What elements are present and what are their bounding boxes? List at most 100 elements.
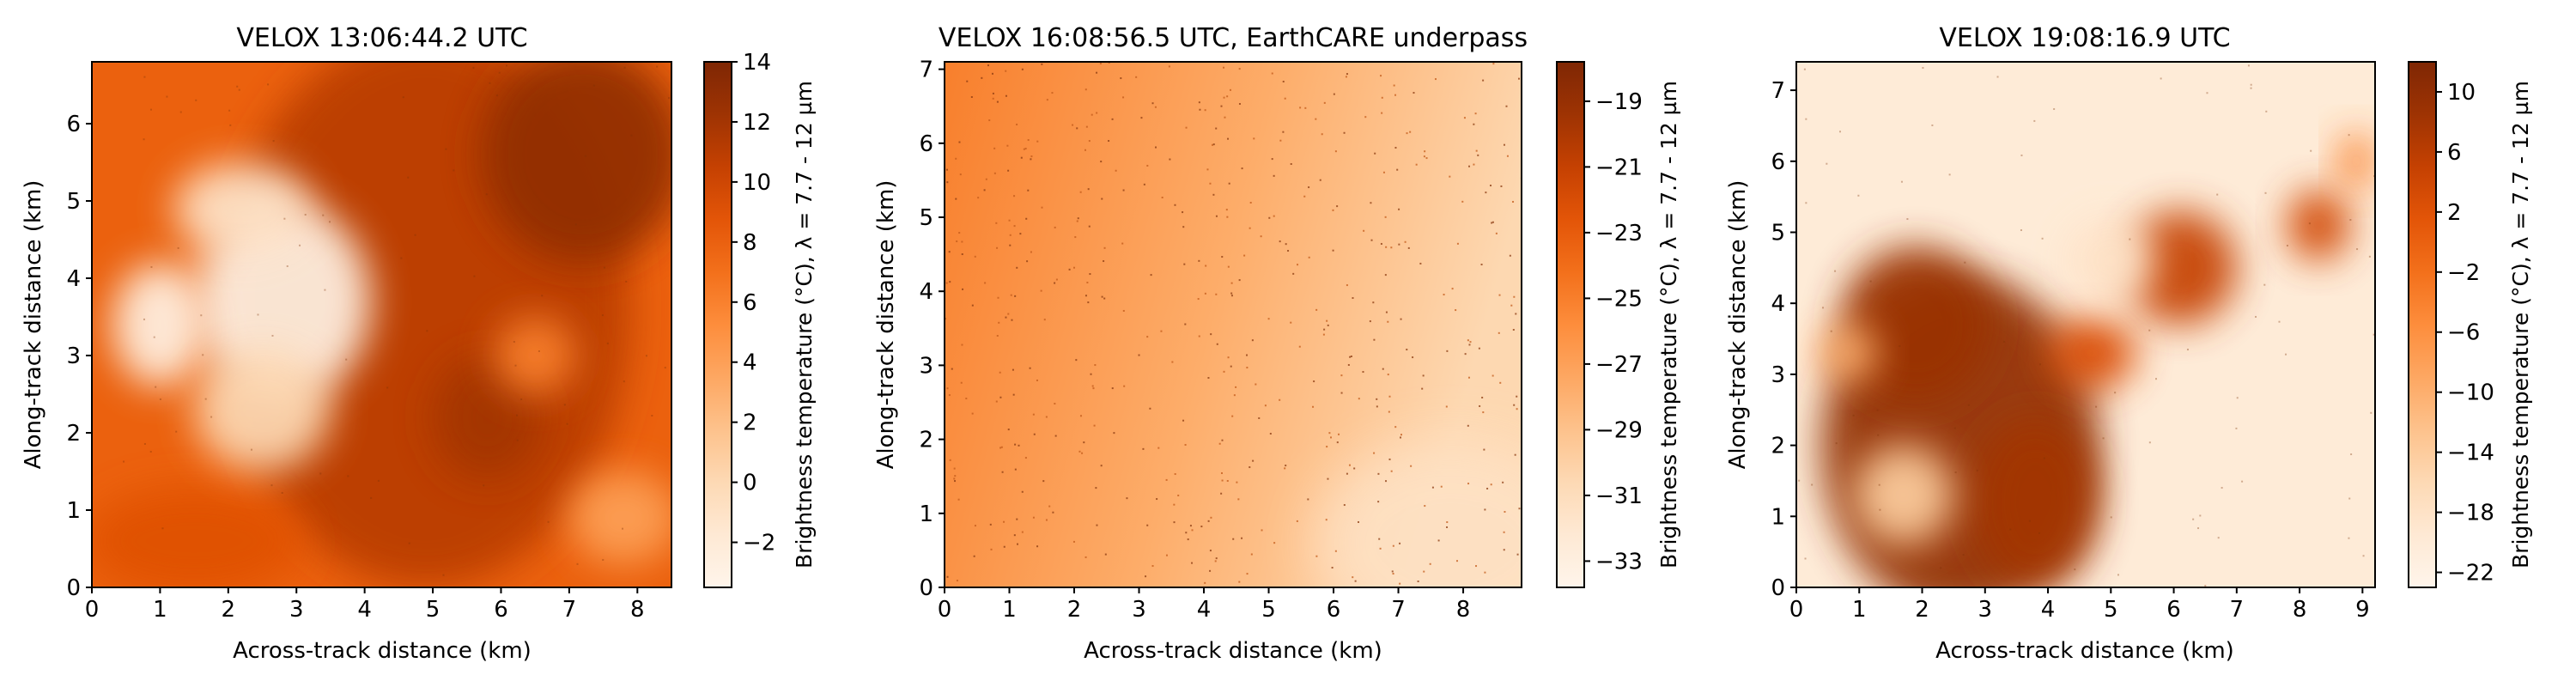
noise-speck [1502, 481, 1504, 483]
noise-speck [1054, 226, 1056, 228]
noise-speck [1434, 78, 1437, 81]
noise-speck [960, 381, 963, 384]
y-tick-label: 4 [919, 279, 933, 305]
noise-speck [992, 97, 994, 100]
noise-speck [1455, 560, 1458, 562]
noise-speck [1443, 294, 1445, 296]
noise-speck [1173, 503, 1176, 506]
noise-speck [1369, 320, 1371, 323]
noise-speck [1021, 68, 1024, 70]
x-tick-label: 4 [357, 597, 372, 623]
x-tick-label: 0 [1789, 597, 1804, 623]
noise-speck [1104, 553, 1107, 556]
noise-speck [1834, 270, 1837, 272]
colorbar-tick-label: −21 [1595, 155, 1643, 180]
noise-speck [997, 296, 999, 299]
noise-speck [1315, 118, 1317, 120]
noise-speck [1474, 112, 1477, 115]
x-tick-label: 6 [494, 597, 508, 623]
noise-speck [1516, 553, 1519, 556]
noise-speck [1221, 439, 1224, 441]
noise-speck [2264, 192, 2267, 194]
noise-speck [1255, 383, 1257, 386]
noise-speck [1025, 217, 1028, 220]
noise-speck [1126, 497, 1128, 500]
noise-speck [161, 527, 164, 530]
noise-speck [948, 251, 951, 253]
noise-speck [1967, 404, 1970, 406]
noise-speck [993, 147, 996, 149]
noise-speck [1334, 550, 1337, 552]
noise-speck [974, 255, 976, 258]
noise-speck [2310, 149, 2312, 152]
noise-speck [1287, 250, 1290, 252]
noise-speck [1229, 88, 1231, 91]
noise-speck [1249, 202, 1252, 204]
noise-speck [1017, 543, 1019, 545]
y-tick-label: 5 [66, 189, 81, 215]
noise-speck [1020, 156, 1023, 159]
noise-speck [1215, 215, 1218, 217]
x-tick-label: 7 [562, 597, 577, 623]
panel-3-colorbar-frame [2408, 61, 2437, 588]
noise-speck [1518, 77, 1521, 80]
noise-speck [1299, 106, 1302, 109]
noise-speck [996, 335, 999, 337]
noise-speck [1509, 254, 1511, 257]
noise-speck [1374, 152, 1376, 155]
noise-speck [1169, 158, 1171, 161]
noise-speck [1009, 234, 1012, 236]
noise-speck [971, 412, 974, 415]
colorbar-tick-label: −33 [1595, 549, 1643, 575]
noise-speck [1410, 465, 1413, 467]
noise-speck [153, 336, 155, 338]
noise-speck [1090, 373, 1092, 375]
noise-speck [1513, 295, 1516, 298]
noise-speck [299, 244, 301, 246]
noise-speck [1087, 188, 1090, 191]
noise-speck [1260, 235, 1262, 238]
heatmap-region [1312, 440, 1522, 587]
noise-speck [1246, 354, 1249, 356]
noise-speck [981, 76, 983, 79]
y-tick-label: 0 [919, 575, 933, 601]
noise-speck [1852, 414, 1855, 416]
panel-1-plot-frame [91, 61, 672, 588]
x-tick-label: 2 [1067, 597, 1082, 623]
noise-speck [1419, 262, 1422, 264]
noise-speck [2038, 532, 2041, 534]
noise-speck [1490, 185, 1492, 187]
noise-speck [1384, 216, 1387, 218]
noise-speck [498, 71, 501, 74]
noise-speck [1354, 580, 1357, 582]
colorbar-tick-label: −10 [2447, 380, 2494, 406]
noise-speck [1394, 147, 1397, 149]
noise-speck [1108, 62, 1110, 64]
noise-speck [1461, 200, 1464, 203]
noise-speck [1220, 471, 1223, 474]
noise-speck [1005, 316, 1007, 319]
noise-speck [995, 400, 998, 403]
noise-speck [345, 358, 348, 361]
noise-speck [1078, 450, 1081, 453]
noise-speck [473, 275, 476, 277]
noise-speck [1052, 511, 1054, 514]
noise-speck [996, 100, 999, 103]
noise-speck [1413, 92, 1415, 94]
noise-speck [1184, 323, 1187, 325]
noise-speck [1358, 520, 1360, 523]
noise-speck [955, 198, 957, 200]
noise-speck [1096, 524, 1098, 526]
x-tick-label: 3 [289, 597, 304, 623]
noise-speck [1122, 189, 1125, 192]
noise-speck [1463, 117, 1466, 119]
noise-speck [2285, 353, 2287, 356]
noise-speck [1072, 540, 1075, 543]
noise-speck [1043, 319, 1046, 321]
colorbar-tick-label: −27 [1595, 352, 1643, 378]
noise-speck [1191, 529, 1194, 532]
noise-speck [1223, 66, 1225, 69]
noise-speck [2114, 392, 2117, 394]
noise-speck [1996, 76, 1999, 78]
noise-speck [1111, 387, 1114, 390]
